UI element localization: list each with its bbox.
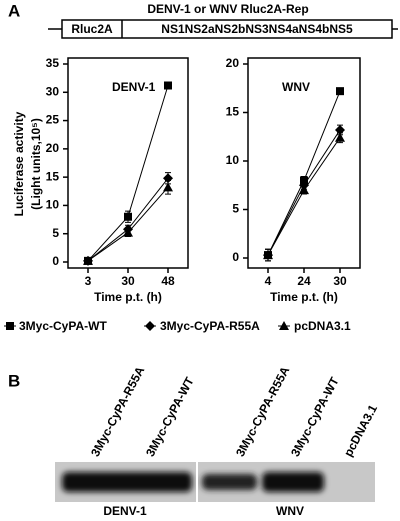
x-tick-label: 4: [265, 274, 272, 288]
construct-box: [61, 19, 393, 39]
lane-label: pcDNA3.1: [341, 402, 380, 459]
panel-label: B: [8, 371, 20, 390]
chart-title: WNV: [282, 80, 310, 94]
lane-label: 3Myc-CyPA-WT: [288, 374, 342, 459]
y-tick-label: 20: [46, 141, 60, 155]
marker: [263, 250, 273, 260]
blot-bands: [62, 472, 324, 492]
y-tick-label: 10: [46, 198, 60, 212]
x-tick-label: 30: [333, 274, 347, 288]
marker: [83, 255, 93, 265]
y-tick-label: 20: [226, 56, 240, 70]
lane-label: 3Myc-CyPA-WT: [143, 374, 197, 459]
y-tick-label: 10: [226, 153, 240, 167]
marker: [299, 185, 309, 195]
x-tick-label: 48: [161, 274, 175, 288]
legend-label: 3Myc-CyPA-R55A: [160, 319, 260, 333]
y-tick-label: 15: [226, 105, 240, 119]
x-tick-label: 3: [85, 274, 92, 288]
band: [262, 472, 324, 492]
y-tick-label: 15: [46, 169, 60, 183]
y-axis-label: (Light units,10⁵): [29, 118, 43, 210]
series-line: [267, 137, 341, 256]
marker: [335, 132, 345, 142]
chart-title: DENV-1: [112, 80, 156, 94]
x-axis-label: Time p.t. (h): [270, 290, 338, 304]
legend-label: pcDNA3.1: [294, 319, 351, 333]
y-tick-label: 25: [46, 113, 60, 127]
y-tick-label: 5: [232, 202, 239, 216]
legend-marker: [279, 321, 289, 330]
panel-label: A: [8, 1, 20, 20]
marker: [123, 227, 133, 237]
x-tick-label: 24: [297, 274, 311, 288]
blot-group-label: WNV: [276, 504, 304, 518]
lane-label: 3Myc-CyPA-R55A: [233, 364, 292, 459]
y-tick-label: 5: [52, 226, 59, 240]
construct-segment: NS1NS2aNS2bNS3NS4aNS4bNS5: [161, 22, 353, 36]
legend-marker: [145, 321, 155, 331]
blot-group-label: DENV-1: [103, 504, 147, 518]
y-tick-label: 35: [46, 56, 60, 70]
band: [202, 474, 257, 490]
marker: [164, 81, 172, 90]
legend-label: 3Myc-CyPA-WT: [19, 319, 107, 333]
y-tick-label: 30: [46, 84, 60, 98]
marker: [163, 182, 173, 192]
y-axis-label: Luciferase activity: [12, 111, 26, 216]
series-line: [87, 186, 169, 262]
lane-label: 3Myc-CyPA-R55A: [88, 364, 147, 459]
construct-title: DENV-1 or WNV Rluc2A-Rep: [147, 2, 308, 16]
series-line: [267, 90, 341, 256]
y-tick-label: 0: [232, 250, 239, 264]
x-tick-label: 30: [121, 274, 135, 288]
band: [62, 472, 192, 492]
x-axis-label: Time p.t. (h): [94, 290, 162, 304]
legend-marker: [6, 322, 14, 330]
marker: [124, 212, 132, 221]
y-tick-label: 0: [52, 254, 59, 268]
construct-segment: Rluc2A: [71, 22, 113, 36]
marker: [336, 87, 344, 96]
